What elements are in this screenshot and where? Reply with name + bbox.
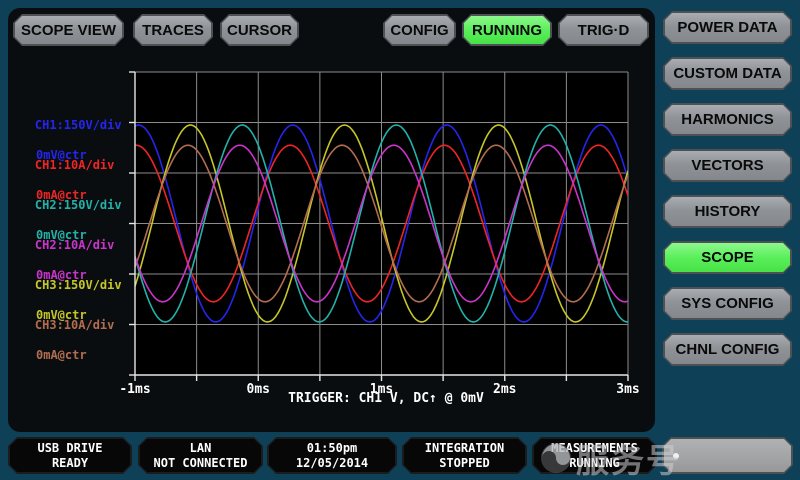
channel-label-ch1v: CH1:150V/div 0mV@ctr [34, 118, 122, 162]
scope-view-button[interactable]: SCOPE VIEW [13, 14, 124, 46]
softkey-blank-button[interactable] [662, 437, 793, 474]
status-usb-drive: USB DRIVE READY [8, 437, 132, 474]
svg-text:-1ms: -1ms [119, 382, 150, 397]
sidebar-item-vectors[interactable]: VECTORS [663, 149, 792, 182]
trigd-indicator-label: TRIG·D [560, 16, 647, 44]
traces-button[interactable]: TRACES [133, 14, 213, 46]
status-clock: 01:50pm 12/05/2014 [267, 437, 397, 474]
traces-button-label: TRACES [135, 16, 211, 44]
running-button[interactable]: RUNNING [462, 14, 552, 46]
status-lan: LAN NOT CONNECTED [138, 437, 263, 474]
cursor-button-label: CURSOR [222, 16, 297, 44]
cursor-button[interactable]: CURSOR [220, 14, 299, 46]
sidebar-item-sys-config[interactable]: SYS CONFIG [663, 287, 792, 320]
running-button-label: RUNNING [464, 16, 550, 44]
config-button[interactable]: CONFIG [383, 14, 456, 46]
channel-label-ch1a: CH1:10A/div 0mA@ctr [34, 158, 115, 202]
sidebar-item-scope[interactable]: SCOPE [663, 241, 792, 274]
status-measurements: MEASUREMENTS RUNNING [532, 437, 657, 474]
svg-text:2ms: 2ms [493, 382, 516, 397]
channel-label-ch3a: CH3:10A/div 0mA@ctr [34, 318, 115, 362]
sidebar-item-custom-data[interactable]: CUSTOM DATA [663, 57, 792, 90]
sidebar-item-chnl-config[interactable]: CHNL CONFIG [663, 333, 792, 366]
channel-label-ch3v: CH3:150V/div 0mV@ctr [34, 278, 122, 322]
scope-plot: -1ms 0ms 1ms 2ms 3ms [119, 71, 640, 397]
sidebar-item-harmonics[interactable]: HARMONICS [663, 103, 792, 136]
svg-text:3ms: 3ms [616, 382, 639, 397]
config-button-label: CONFIG [385, 16, 454, 44]
status-integration: INTEGRATION STOPPED [402, 437, 527, 474]
channel-label-ch2v: CH2:150V/div 0mV@ctr [34, 198, 122, 242]
sidebar-item-power-data[interactable]: POWER DATA [663, 11, 792, 44]
svg-text:1ms: 1ms [370, 382, 393, 397]
channel-label-ch2a: CH2:10A/div 0mA@ctr [34, 238, 115, 282]
sidebar-item-history[interactable]: HISTORY [663, 195, 792, 228]
softkey-dot-icon [673, 453, 679, 459]
scope-view-button-label: SCOPE VIEW [15, 16, 122, 44]
trigger-readout: TRIGGER: CH1 V, DC↑ @ 0mV [288, 391, 484, 406]
trigd-indicator: TRIG·D [558, 14, 649, 46]
svg-text:0ms: 0ms [247, 382, 270, 397]
